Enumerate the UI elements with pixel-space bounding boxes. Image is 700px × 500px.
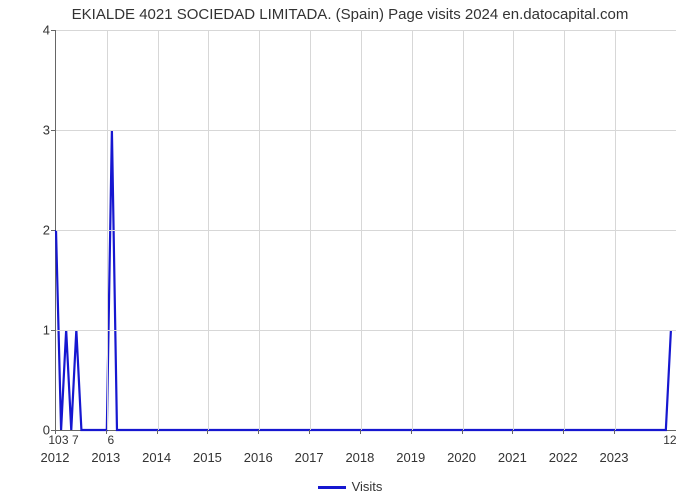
x-tick-label: 2017: [295, 450, 324, 465]
legend: Visits: [0, 479, 700, 494]
gridline-v: [615, 30, 616, 430]
gridline-v: [310, 30, 311, 430]
x-tick: [207, 430, 208, 434]
y-tick-label: 4: [30, 23, 50, 38]
gridline-v: [158, 30, 159, 430]
x-tick: [563, 430, 564, 434]
gridline-v: [412, 30, 413, 430]
x-tick: [360, 430, 361, 434]
legend-swatch: [318, 486, 346, 489]
data-point-label: 10: [48, 433, 61, 447]
gridline-v: [107, 30, 108, 430]
chart-title: EKIALDE 4021 SOCIEDAD LIMITADA. (Spain) …: [0, 6, 700, 23]
y-tick: [51, 330, 55, 331]
y-tick: [51, 130, 55, 131]
gridline-v: [259, 30, 260, 430]
x-tick: [462, 430, 463, 434]
series-line: [56, 130, 671, 430]
gridline-v: [513, 30, 514, 430]
x-tick-label: 2022: [549, 450, 578, 465]
data-point-label: 7: [72, 433, 79, 447]
x-tick-label: 2020: [447, 450, 476, 465]
x-tick: [258, 430, 259, 434]
gridline-h: [56, 230, 676, 231]
x-tick: [411, 430, 412, 434]
legend-label: Visits: [352, 479, 383, 494]
plot-area: [55, 30, 676, 431]
y-tick: [51, 230, 55, 231]
x-tick-label: 2013: [91, 450, 120, 465]
gridline-v: [361, 30, 362, 430]
gridline-v: [463, 30, 464, 430]
gridline-h: [56, 30, 676, 31]
x-tick-label: 2012: [41, 450, 70, 465]
gridline-v: [564, 30, 565, 430]
y-tick-label: 3: [30, 123, 50, 138]
x-tick-label: 2019: [396, 450, 425, 465]
x-tick: [512, 430, 513, 434]
data-point-label: 3: [62, 433, 69, 447]
x-tick-label: 2015: [193, 450, 222, 465]
x-tick-label: 2023: [600, 450, 629, 465]
data-point-label: 12: [663, 433, 676, 447]
x-tick-label: 2018: [345, 450, 374, 465]
gridline-v: [208, 30, 209, 430]
gridline-h: [56, 330, 676, 331]
chart-container: EKIALDE 4021 SOCIEDAD LIMITADA. (Spain) …: [0, 0, 700, 500]
y-tick-label: 2: [30, 223, 50, 238]
y-tick-label: 0: [30, 423, 50, 438]
x-tick: [309, 430, 310, 434]
x-tick: [157, 430, 158, 434]
x-tick: [614, 430, 615, 434]
x-tick-label: 2014: [142, 450, 171, 465]
data-point-label: 6: [108, 433, 115, 447]
gridline-h: [56, 130, 676, 131]
y-tick: [51, 30, 55, 31]
x-tick-label: 2016: [244, 450, 273, 465]
x-tick-label: 2021: [498, 450, 527, 465]
y-tick-label: 1: [30, 323, 50, 338]
